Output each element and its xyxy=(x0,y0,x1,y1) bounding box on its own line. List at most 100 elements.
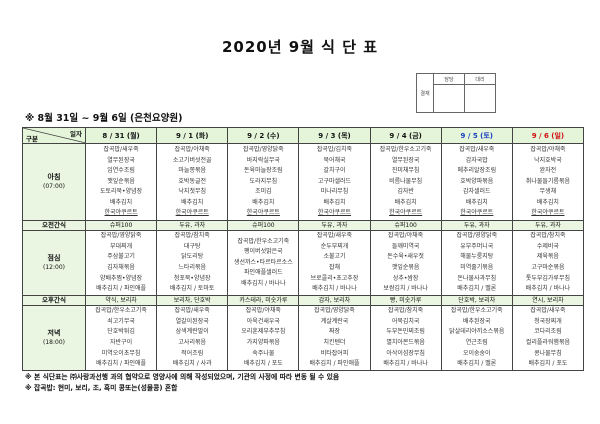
menu-item: 감자국밥 xyxy=(465,156,488,164)
menu-item: 청포묵•양념장 xyxy=(173,274,211,282)
day-header: 9 / 2 (수) xyxy=(227,127,300,144)
menu-item: 한국야쿠르트 xyxy=(460,209,494,217)
pm-snack-cell: 보리차, 단호박 xyxy=(156,295,229,306)
menu-item: 브로콜리•초고추장 xyxy=(310,274,359,282)
menu-item: 비름나물무침 xyxy=(389,177,423,185)
menu-item: 잡채 xyxy=(328,264,341,271)
menu-item: 잡곡밥/한우소고기죽 xyxy=(450,307,503,315)
menu-item: 잡곡밥/김치죽 xyxy=(316,145,353,153)
menu-item: 돈육마늘장조림 xyxy=(244,167,283,175)
dinner-menu-cell: 잡곡밥/새우죽 열갈이된장국 삼색계란말이 고사리볶음 적어조림 배추김치 / 사과 xyxy=(156,305,229,371)
meal-name: 저녁 xyxy=(47,329,61,337)
meal-time: (07:00) xyxy=(43,183,65,190)
menu-item: 김자채볶음 xyxy=(107,264,135,271)
menu-item: 돈수육•새우젓 xyxy=(387,253,424,261)
menu-item: 배추김치 / 토마토 xyxy=(169,285,215,293)
menu-item: 마늘쫑볶음 xyxy=(178,167,207,175)
approval-col-manager: 담당 xyxy=(433,73,465,85)
menu-item: 단호박튀김 xyxy=(107,328,135,336)
menu-item: 고구마순볶음 xyxy=(531,264,565,271)
approval-sign-deputy[interactable] xyxy=(464,84,496,113)
menu-item: 배추된장국 xyxy=(462,317,491,325)
menu-item: 톳두부김가루무침 xyxy=(525,274,570,282)
menu-item: 잡곡밥/새우죽 xyxy=(459,145,495,153)
meal-name: 점심 xyxy=(47,254,61,262)
menu-item: 배추김치 xyxy=(181,198,204,206)
menu-item: 생선까스•타르타르소스 xyxy=(233,258,293,266)
menu-item: 닭도리탕 xyxy=(181,253,204,261)
menu-item: 미역오이초무침 xyxy=(101,349,141,357)
day-header-sunday: 9 / 6 (일) xyxy=(511,127,585,144)
menu-item: 아욱건새우국 xyxy=(246,317,280,325)
menu-item: 잡곡밥/새우죽 xyxy=(316,232,353,240)
menu-item: 잡곡밥/영양닭죽 xyxy=(243,145,284,153)
am-snack-cell: 슈퍼100 xyxy=(369,220,442,231)
pm-snack-row: 오후간식 약식, 보리차 보리차, 단호박 카스테라, 미숫가루 감자, 보리차 빵, … xyxy=(22,295,585,306)
menu-item: 배추김치 / 파인애플 xyxy=(309,360,360,368)
menu-item: 호박동글전 xyxy=(178,177,207,185)
breakfast-menu-cell: 잡곡밥/야채죽 소고기버섯전골 마늘쫑볶음 호박동글전 낙지젓무침 배추김치 한국야쿠르트 xyxy=(156,143,229,221)
breakfast-menu-cell: 잡곡밥/영양닭죽 바지락실무국 돈육마늘장조림 도라지무침 조미김 배추김치 한국야쿠르트 xyxy=(227,143,300,221)
menu-item: 배추김치 xyxy=(323,198,346,206)
day-header: 9 / 1 (화) xyxy=(156,127,229,144)
menu-item: 감자샐러드 xyxy=(462,188,491,196)
meal-time: (12:00) xyxy=(43,264,65,271)
menu-item: 한국야쿠르트 xyxy=(389,209,423,217)
menu-item: 잡곡밥/영양닭죽 xyxy=(100,232,142,240)
menu-item: 닭살데리야끼소스볶음 xyxy=(449,328,505,336)
breakfast-menu-cell: 잡곡밥/한우소고기죽 열무된장국 진미채무침 비름나물무침 김자반 배추김치 한국야쿠르트 xyxy=(369,143,442,221)
menu-item: 대구탕 xyxy=(183,242,201,250)
breakfast-menu-cell: 잡곡밥/새우죽 열무된장국 임연수조림 깻잎순볶음 도토리묵•양념장 배추김치 한국야쿠르트 xyxy=(84,143,158,221)
menu-item: 한국야쿠르트 xyxy=(175,209,209,217)
menu-item: 잡곡밥/새우죽 xyxy=(174,307,210,315)
dinner-menu-cell: 잡곡밥/참치죽 어묵김치국 두부돈민찌조림 멸치아몬드볶음 아삭이섬장무침 배추김치 / … xyxy=(369,305,442,371)
am-snack-cell: 두유, 과자 xyxy=(511,220,585,231)
pm-snack-label: 오후간식 xyxy=(22,295,86,306)
approval-sign-manager[interactable] xyxy=(433,84,465,113)
approval-box: 결재 담당 대리 xyxy=(416,73,496,113)
menu-item: 한국야쿠르트 xyxy=(317,209,352,217)
footnote-nutritionist: ※ 본 식단표는 ㈜사랑과선행 과의 협약으로 영양사에 의해 작성되었으며, … xyxy=(25,373,340,381)
page-title: 2020년 9월 식 단 표 xyxy=(221,38,379,56)
lunch-menu-cell: 잡곡밥/한우소고기죽 팽이버섯맑은국 생선까스•타르타르소스 파인애플샐러드 배추김치 … xyxy=(227,230,300,296)
am-snack-cell: 두유, 과자 xyxy=(156,220,229,231)
menu-item: 주삼불고기 xyxy=(107,253,135,261)
menu-item: 호박양파볶음 xyxy=(460,177,494,185)
header-row: 일자 구분 8 / 31 (월) 9 / 1 (화) 9 / 2 (수) 9 /… xyxy=(22,127,585,144)
dinner-menu-cell: 잡곡밥/야채죽 아욱건새우국 오리훈제부추무침 가지양파볶음 숙주나물 배추김치 / 포도 xyxy=(227,305,300,371)
menu-item: 고구마샐러드 xyxy=(317,177,352,185)
menu-item: 배추김치 / 포도 xyxy=(243,360,283,368)
am-snack-cell: 두유, 과자 xyxy=(298,220,371,231)
meal-time: (18:00) xyxy=(43,339,65,346)
menu-item: 오리훈제부추무침 xyxy=(241,328,286,336)
menu-item: 두부돈민찌조림 xyxy=(386,328,425,336)
menu-item: 어묵김치국 xyxy=(391,317,420,325)
menu-item: 잡곡밥/야채죽 xyxy=(245,307,281,315)
menu-item: 한국야쿠르트 xyxy=(531,209,565,217)
menu-item: 아삭이섬장무침 xyxy=(386,349,425,357)
menu-item: 임연수조림 xyxy=(107,167,135,175)
menu-item: 잡곡밥/참치죽 xyxy=(174,232,210,240)
day-header: 9 / 4 (금) xyxy=(369,127,442,144)
menu-item: 배추김치 / 바나나 xyxy=(525,285,571,293)
meal-table: 일자 구분 8 / 31 (월) 9 / 1 (화) 9 / 2 (수) 9 /… xyxy=(22,127,585,371)
menu-item: 콩나물무침 xyxy=(534,349,562,357)
menu-item: 자반구이 xyxy=(110,339,133,346)
menu-item: 진미채무침 xyxy=(391,167,420,175)
menu-item: 열갈이된장국 xyxy=(175,317,209,325)
menu-item: 숙주나물 xyxy=(252,349,275,357)
menu-item: 배추김치 / 사과 xyxy=(172,360,212,368)
menu-item: 배추김치 / 바나나 xyxy=(312,285,357,293)
lunch-menu-cell: 잡곡밥/영양닭죽 부대찌개 주삼불고기 김자채볶음 양배추찜•양념장 배추김치 / 파인애… xyxy=(84,230,158,296)
menu-item: 잡곡밥/영양닭죽 xyxy=(314,307,355,315)
menu-item: 잡곡밥/참치죽 xyxy=(388,307,424,315)
menu-item: 느타리볶음 xyxy=(178,264,207,271)
menu-item: 적어조림 xyxy=(181,349,204,357)
lunch-menu-cell: 잡곡밥/영양닭죽 유부주머니국 해물누룽지탕 미역줄기볶음 돈나물사과무침 배추김치 / … xyxy=(440,230,513,296)
footnote-grain: ※ 잡곡밥: 현미, 보리, 조, 흑미 콩또는(성물콩) 혼합 xyxy=(25,384,178,392)
breakfast-row: 아침 (07:00) 잡곡밥/새우죽 열무된장국 임연수조림 깻잎순볶음 도토리묵•양념장… xyxy=(22,143,585,221)
pm-snack-cell: 카스테라, 미숫가루 xyxy=(227,295,300,306)
corner-type-label: 구분 xyxy=(26,135,38,143)
menu-item: 제육볶음 xyxy=(536,253,559,261)
menu-item: 배추김치 / 파인애플 xyxy=(96,360,147,368)
